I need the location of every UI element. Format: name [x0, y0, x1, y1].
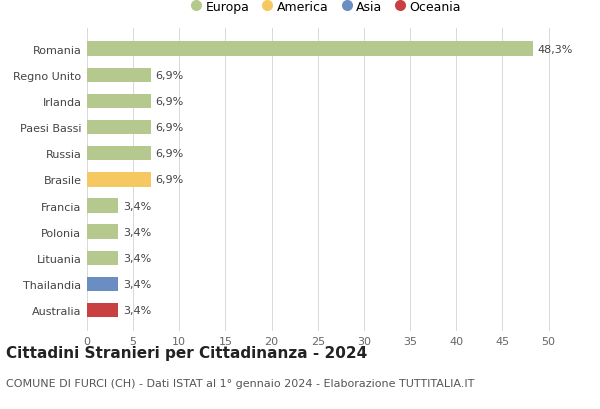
Bar — [87, 147, 151, 161]
Text: 3,4%: 3,4% — [123, 306, 151, 315]
Bar — [87, 303, 118, 317]
Text: 6,9%: 6,9% — [155, 71, 184, 81]
Bar — [87, 173, 151, 187]
Text: 3,4%: 3,4% — [123, 253, 151, 263]
Text: 3,4%: 3,4% — [123, 201, 151, 211]
Bar — [87, 199, 118, 213]
Text: Cittadini Stranieri per Cittadinanza - 2024: Cittadini Stranieri per Cittadinanza - 2… — [6, 346, 367, 361]
Bar — [87, 277, 118, 292]
Bar — [87, 121, 151, 135]
Bar — [87, 225, 118, 239]
Text: 6,9%: 6,9% — [155, 97, 184, 107]
Bar — [87, 251, 118, 265]
Text: 48,3%: 48,3% — [538, 45, 573, 54]
Bar — [87, 43, 533, 57]
Legend: Europa, America, Asia, Oceania: Europa, America, Asia, Oceania — [188, 0, 466, 19]
Text: COMUNE DI FURCI (CH) - Dati ISTAT al 1° gennaio 2024 - Elaborazione TUTTITALIA.I: COMUNE DI FURCI (CH) - Dati ISTAT al 1° … — [6, 378, 475, 388]
Bar — [87, 68, 151, 83]
Text: 3,4%: 3,4% — [123, 227, 151, 237]
Text: 3,4%: 3,4% — [123, 279, 151, 289]
Text: 6,9%: 6,9% — [155, 149, 184, 159]
Text: 6,9%: 6,9% — [155, 175, 184, 185]
Text: 6,9%: 6,9% — [155, 123, 184, 133]
Bar — [87, 94, 151, 109]
